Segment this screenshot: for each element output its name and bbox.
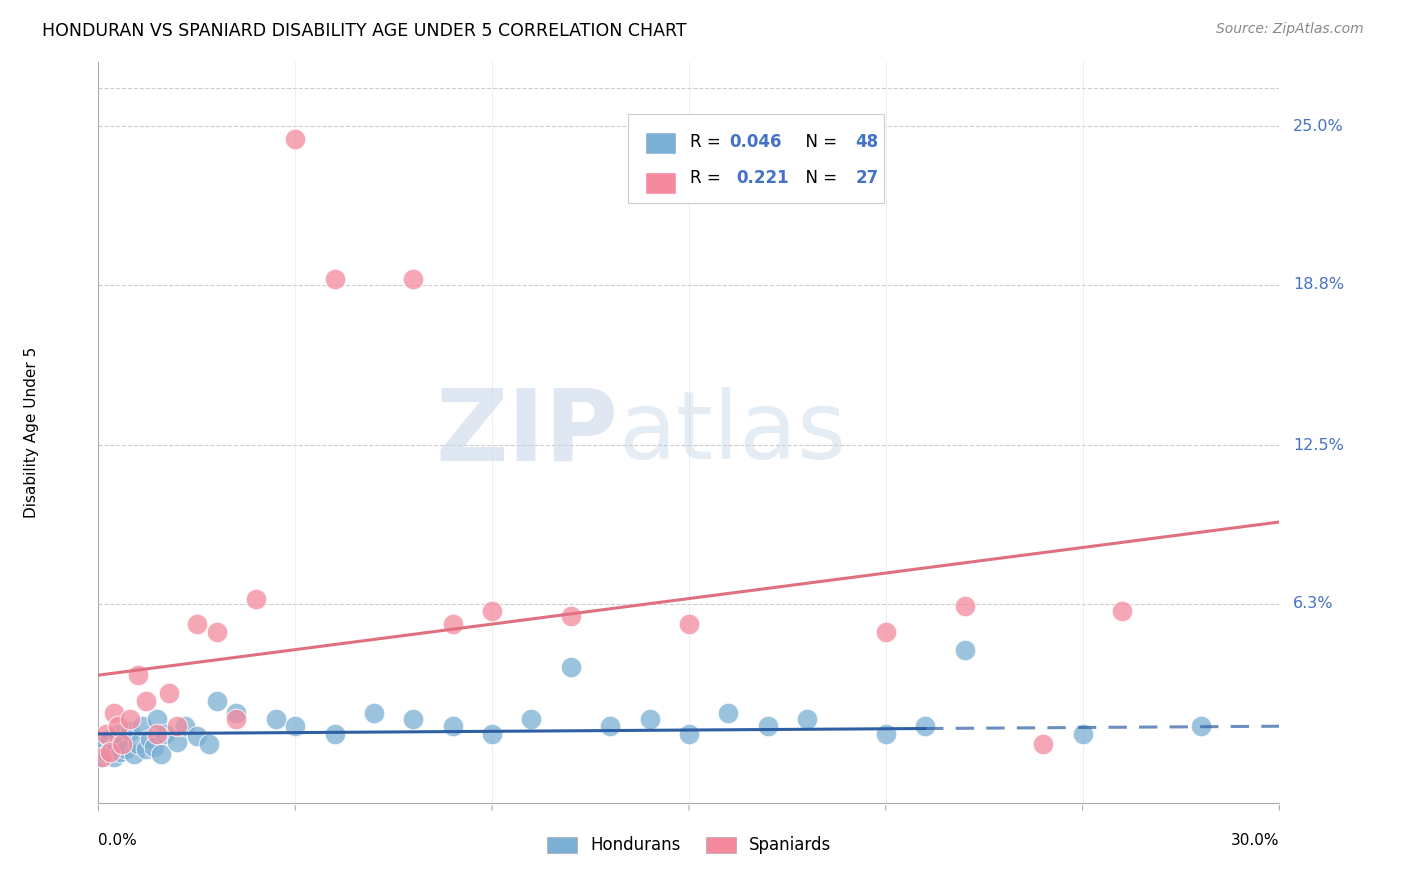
- Text: HONDURAN VS SPANIARD DISABILITY AGE UNDER 5 CORRELATION CHART: HONDURAN VS SPANIARD DISABILITY AGE UNDE…: [42, 22, 686, 40]
- Point: [103, 749, 125, 764]
- Point: [796, 712, 818, 726]
- Text: N =: N =: [796, 169, 842, 187]
- Point: [205, 624, 228, 639]
- Point: [101, 742, 124, 756]
- Point: [1189, 719, 1212, 733]
- Point: [98, 745, 121, 759]
- Point: [166, 734, 188, 748]
- Point: [1071, 727, 1094, 741]
- Text: 18.8%: 18.8%: [1294, 277, 1344, 292]
- Point: [91, 749, 114, 764]
- Point: [264, 712, 287, 726]
- Point: [186, 617, 208, 632]
- Point: [284, 719, 307, 733]
- Text: N =: N =: [796, 134, 842, 152]
- Point: [402, 712, 425, 726]
- Point: [197, 737, 219, 751]
- Point: [363, 706, 385, 721]
- Point: [91, 749, 114, 764]
- Point: [1111, 604, 1133, 618]
- Point: [127, 737, 149, 751]
- Point: [166, 719, 188, 733]
- Point: [638, 712, 661, 726]
- Point: [107, 719, 129, 733]
- Text: 12.5%: 12.5%: [1294, 438, 1344, 453]
- Point: [678, 617, 700, 632]
- Point: [96, 737, 118, 751]
- Point: [146, 712, 169, 726]
- Point: [118, 724, 141, 739]
- Point: [103, 706, 125, 721]
- Point: [138, 731, 160, 746]
- Point: [323, 272, 346, 286]
- Point: [875, 727, 897, 741]
- Point: [441, 617, 464, 632]
- Point: [756, 719, 779, 733]
- Point: [481, 727, 503, 741]
- Text: 0.0%: 0.0%: [98, 833, 138, 848]
- Point: [142, 739, 165, 754]
- Text: ZIP: ZIP: [436, 384, 619, 481]
- Point: [127, 668, 149, 682]
- Point: [150, 747, 173, 762]
- Text: Disability Age Under 5: Disability Age Under 5: [24, 347, 39, 518]
- Text: 0.046: 0.046: [730, 134, 782, 152]
- Text: 0.221: 0.221: [737, 169, 789, 187]
- Point: [97, 747, 120, 762]
- Point: [520, 712, 543, 726]
- Point: [96, 727, 118, 741]
- Point: [225, 712, 247, 726]
- Point: [953, 599, 976, 614]
- Point: [107, 727, 129, 741]
- Text: 30.0%: 30.0%: [1232, 833, 1279, 848]
- Text: 27: 27: [856, 169, 879, 187]
- Point: [205, 694, 228, 708]
- Point: [135, 694, 157, 708]
- Point: [105, 739, 128, 754]
- Point: [481, 604, 503, 618]
- Point: [93, 745, 115, 759]
- Point: [118, 712, 141, 726]
- Point: [717, 706, 740, 721]
- Point: [323, 727, 346, 741]
- Point: [678, 727, 700, 741]
- Point: [914, 719, 936, 733]
- Point: [115, 742, 138, 756]
- Point: [157, 686, 180, 700]
- Text: 6.3%: 6.3%: [1294, 596, 1334, 611]
- Point: [245, 591, 267, 606]
- Point: [953, 642, 976, 657]
- Point: [560, 609, 582, 624]
- Text: 25.0%: 25.0%: [1294, 119, 1344, 134]
- Point: [284, 132, 307, 146]
- Text: Source: ZipAtlas.com: Source: ZipAtlas.com: [1216, 22, 1364, 37]
- Point: [599, 719, 621, 733]
- Point: [98, 731, 121, 746]
- Point: [155, 727, 177, 741]
- Point: [111, 737, 134, 751]
- Point: [441, 719, 464, 733]
- Point: [875, 624, 897, 639]
- Legend: Hondurans, Spaniards: Hondurans, Spaniards: [540, 830, 838, 861]
- Point: [1032, 737, 1054, 751]
- Point: [225, 706, 247, 721]
- Point: [131, 719, 153, 733]
- Point: [560, 660, 582, 674]
- Point: [108, 745, 131, 759]
- Point: [135, 742, 157, 756]
- Point: [122, 747, 145, 762]
- Text: R =: R =: [690, 169, 731, 187]
- Text: atlas: atlas: [619, 386, 846, 479]
- Text: R =: R =: [690, 134, 725, 152]
- Point: [174, 719, 197, 733]
- Point: [146, 727, 169, 741]
- Point: [402, 272, 425, 286]
- Text: 48: 48: [856, 134, 879, 152]
- Point: [186, 730, 208, 744]
- Point: [111, 734, 134, 748]
